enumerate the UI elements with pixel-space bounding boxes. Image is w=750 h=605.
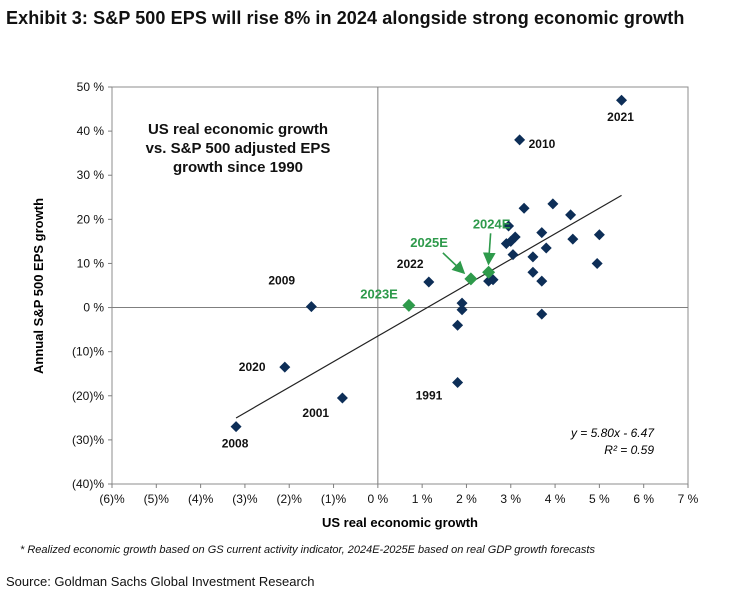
x-axis-label: US real economic growth [322, 515, 478, 530]
estimate-data-point [402, 298, 416, 312]
estimate-label: 2025E [410, 235, 448, 250]
point-label: 1991 [416, 389, 443, 403]
point-label: 2010 [529, 137, 556, 151]
trendline-equation: y = 5.80x - 6.47 [570, 426, 655, 440]
source-note: Source: Goldman Sachs Global Investment … [6, 574, 315, 589]
x-tick-label: 4 % [545, 492, 566, 506]
data-point [452, 319, 464, 331]
r-squared: R² = 0.59 [604, 443, 654, 457]
x-tick-label: (4)% [188, 492, 214, 506]
data-point [547, 198, 559, 210]
data-point [509, 231, 521, 243]
data-point [565, 209, 577, 221]
data-point [423, 276, 435, 288]
point-label: 2022 [397, 257, 424, 271]
chart-title-line: US real economic growth [148, 121, 328, 138]
chart-title-line: vs. S&P 500 adjusted EPS [146, 140, 331, 157]
data-point [567, 233, 579, 245]
data-point [336, 392, 348, 404]
data-point [503, 220, 515, 232]
data-point [527, 266, 539, 278]
y-tick-label: 40 % [77, 124, 105, 138]
y-tick-label: 30 % [77, 168, 105, 182]
estimate-arrow [482, 233, 496, 266]
point-label: 2009 [268, 274, 295, 288]
estimate-arrow [442, 252, 466, 275]
data-point [540, 242, 552, 254]
estimate-data-point [464, 272, 478, 286]
x-tick-label: (2)% [277, 492, 303, 506]
data-point [527, 251, 539, 263]
data-point [456, 304, 468, 316]
y-tick-label: (10)% [72, 345, 104, 359]
x-tick-label: 0 % [368, 492, 389, 506]
y-axis-label: Annual S&P 500 EPS growth [31, 198, 46, 374]
plot-area [111, 86, 689, 485]
x-tick-label: 7 % [678, 492, 699, 506]
x-tick-label: (3)% [232, 492, 258, 506]
data-point [536, 275, 548, 287]
footnote: * Realized economic growth based on GS c… [20, 544, 595, 556]
data-point [536, 227, 548, 239]
data-point [593, 229, 605, 241]
data-point [452, 377, 464, 389]
data-point [279, 361, 291, 373]
point-label: 2001 [302, 406, 329, 420]
point-label: 2021 [607, 110, 634, 124]
x-tick-label: 6 % [633, 492, 654, 506]
point-label: 2008 [222, 437, 249, 451]
x-tick-label: (1)% [321, 492, 347, 506]
data-point [507, 249, 519, 261]
y-tick-label: (20)% [72, 389, 104, 403]
data-point [456, 297, 468, 309]
x-tick-label: (6)% [99, 492, 125, 506]
x-tick-label: 5 % [589, 492, 610, 506]
data-point [514, 134, 526, 146]
data-point [305, 301, 317, 313]
y-tick-label: 20 % [77, 212, 105, 226]
trendline [235, 194, 622, 419]
data-point [518, 202, 530, 214]
y-tick-label: (40)% [72, 477, 104, 491]
data-point [536, 308, 548, 320]
estimate-label: 2024E [473, 216, 511, 231]
chart-title-line: growth since 1990 [173, 159, 303, 176]
data-point [591, 257, 603, 269]
y-tick-label: 50 % [77, 80, 105, 94]
exhibit-title: Exhibit 3: S&P 500 EPS will rise 8% in 2… [6, 8, 685, 28]
y-tick-label: (30)% [72, 433, 104, 447]
data-point [230, 421, 242, 433]
estimate-label: 2023E [360, 286, 398, 301]
x-tick-label: (5)% [144, 492, 170, 506]
y-tick-label: 0 % [83, 301, 104, 315]
x-tick-label: 2 % [456, 492, 477, 506]
y-tick-label: 10 % [77, 256, 105, 270]
x-tick-label: 3 % [500, 492, 521, 506]
data-point [616, 94, 628, 106]
x-tick-label: 1 % [412, 492, 433, 506]
point-label: 2020 [239, 360, 266, 374]
estimate-data-point [482, 265, 496, 279]
